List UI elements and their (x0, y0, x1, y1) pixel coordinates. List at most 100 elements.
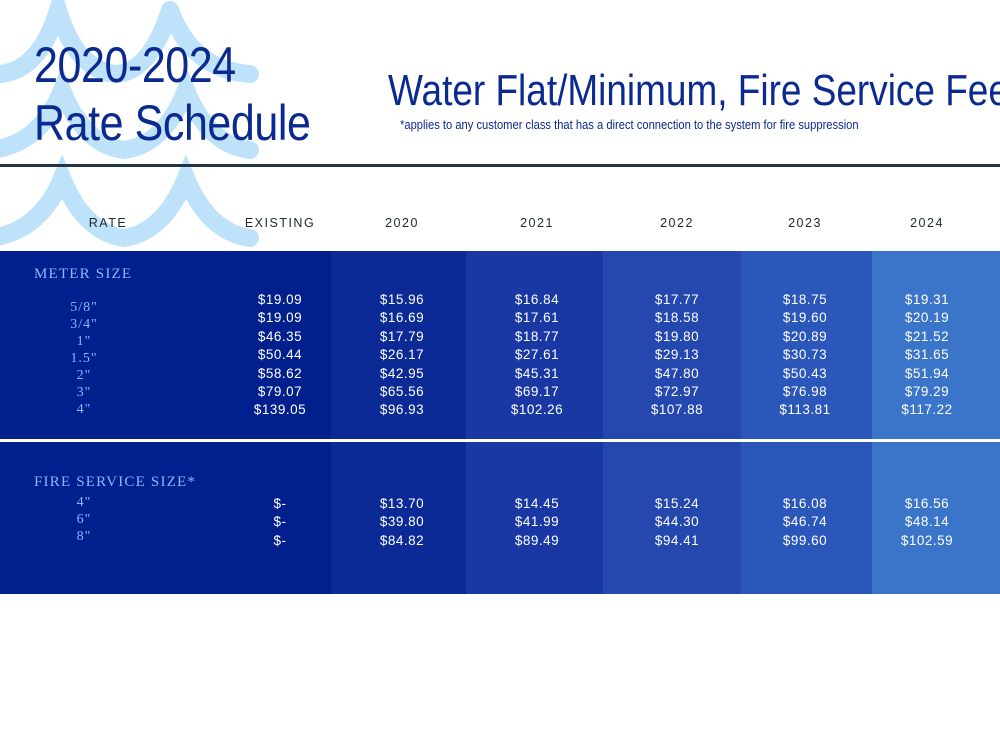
meter-rate-cell: $102.26 (510, 402, 564, 418)
meter-rate-cell: $45.31 (514, 365, 560, 381)
meter-rate-cell: $18.75 (782, 292, 828, 307)
meter-rate-cell: $47.80 (654, 365, 700, 381)
fire-rate-cell: $- (273, 514, 287, 530)
meter-size: 5/8" (70, 300, 98, 315)
meter-rate-cell: $16.69 (379, 310, 425, 326)
fire-rate-cell: $15.24 (654, 496, 700, 511)
fire-rate-cell: $- (273, 496, 287, 511)
meter-rate-cell: $69.17 (514, 383, 560, 399)
meter-size-list: 5/8" 3/4" 1" 1.5" 2" 3" 4" (34, 299, 134, 418)
meter-rate-cell: $51.94 (904, 365, 950, 381)
meter-rate-cell: $117.22 (901, 402, 953, 418)
meter-rate-cell: $42.95 (379, 365, 425, 381)
fire-column-2023: $16.08 $46.74 $99.60 (755, 495, 855, 550)
band-2021 (466, 251, 603, 594)
fire-size: 6" (76, 512, 92, 527)
meter-rate-cell: $15.96 (379, 292, 425, 307)
meter-size: 1.5" (70, 351, 98, 366)
meter-rate-cell: $113.81 (779, 402, 831, 418)
meter-rate-cell: $46.35 (257, 328, 303, 344)
fire-column-2020: $13.70 $39.80 $84.82 (352, 495, 452, 550)
meter-rate-cell: $65.56 (379, 383, 425, 399)
fire-rate-cell: $84.82 (379, 532, 425, 548)
meter-rate-cell: $21.52 (904, 328, 950, 344)
fire-rate-cell: $99.60 (782, 532, 828, 548)
meter-column-2023: $18.75 $19.60 $20.89 $30.73 $50.43 $76.98 $113… (755, 291, 855, 420)
meter-column-2024: $19.31 $20.19 $21.52 $31.65 $51.94 $79.29 $117… (877, 291, 977, 420)
meter-rate-cell: $50.44 (257, 347, 303, 363)
title-line-1: 2020-2024 (34, 37, 236, 93)
fire-rate-cell: $13.70 (379, 496, 425, 511)
page-title: 2020-2024 Rate Schedule (34, 36, 311, 152)
meter-rate-cell: $27.61 (514, 347, 560, 363)
header-existing: EXISTING (244, 216, 316, 230)
meter-rate-cell: $50.43 (782, 365, 828, 381)
fire-rate-cell: $39.80 (379, 514, 425, 530)
meter-rate-cell: $19.31 (904, 292, 950, 307)
fire-column-2024: $16.56 $48.14 $102.59 (877, 495, 977, 550)
meter-size: 1" (76, 334, 92, 349)
meter-size-label: METER SIZE (34, 266, 133, 282)
meter-rate-cell: $18.58 (654, 310, 700, 326)
meter-rate-cell: $19.60 (782, 310, 828, 326)
fire-rate-cell: $89.49 (514, 532, 560, 548)
fire-service-size-label: FIRE SERVICE SIZE* (34, 474, 197, 490)
meter-rate-cell: $17.61 (514, 310, 560, 326)
schedule-subtitle: Water Flat/Minimum, Fire Service Fee (388, 66, 1000, 115)
meter-rate-cell: $76.98 (782, 383, 828, 399)
header-rate: RATE (88, 216, 128, 230)
meter-rate-cell: $58.62 (257, 365, 303, 381)
meter-rate-cell: $29.13 (654, 347, 700, 363)
fire-rate-cell: $48.14 (904, 514, 950, 530)
band-2022 (603, 251, 741, 594)
band-2023 (741, 251, 872, 594)
meter-size: 4" (76, 402, 92, 417)
meter-column-2021: $16.84 $17.61 $18.77 $27.61 $45.31 $69.17 $102… (487, 291, 587, 420)
meter-rate-cell: $20.19 (904, 310, 950, 326)
band-existing (0, 251, 331, 594)
meter-rate-cell: $79.29 (904, 383, 950, 399)
header-2020: 2020 (385, 216, 419, 230)
fire-rate-cell: $94.41 (654, 532, 700, 548)
fire-rate-cell: $- (273, 532, 287, 548)
meter-rate-cell: $30.73 (782, 347, 828, 363)
footnote: *applies to any customer class that has … (400, 117, 859, 132)
fire-size: 4" (76, 495, 92, 510)
meter-rate-cell: $72.97 (654, 383, 700, 399)
meter-rate-cell: $79.07 (257, 383, 303, 399)
meter-rate-cell: $31.65 (904, 347, 950, 363)
header-2021: 2021 (520, 216, 554, 230)
fire-size: 8" (76, 529, 92, 544)
meter-rate-cell: $139.05 (253, 402, 307, 418)
band-2024 (872, 251, 1000, 594)
meter-rate-cell: $16.84 (514, 292, 560, 307)
fire-size-list: 4" 6" 8" (34, 494, 134, 545)
section-divider (0, 439, 1000, 442)
meter-rate-cell: $19.80 (654, 328, 700, 344)
fire-column-2022: $15.24 $44.30 $94.41 (627, 495, 727, 550)
meter-column-existing: $19.09 $19.09 $46.35 $50.44 $58.62 $79.07 $139… (230, 291, 330, 420)
meter-rate-cell: $17.77 (654, 292, 700, 307)
meter-column-2022: $17.77 $18.58 $19.80 $29.13 $47.80 $72.97 $107… (627, 291, 727, 420)
fire-rate-cell: $14.45 (514, 496, 560, 511)
meter-rate-cell: $19.09 (257, 310, 303, 326)
header-2024: 2024 (910, 216, 944, 230)
band-2020 (331, 251, 466, 594)
fire-rate-cell: $16.56 (904, 496, 950, 511)
meter-column-2020: $15.96 $16.69 $17.79 $26.17 $42.95 $65.56 $96.… (352, 291, 452, 420)
header-2022: 2022 (660, 216, 694, 230)
meter-rate-cell: $19.09 (257, 292, 303, 307)
title-line-2: Rate Schedule (34, 95, 311, 151)
fire-rate-cell: $41.99 (514, 514, 560, 530)
meter-rate-cell: $26.17 (379, 347, 425, 363)
wave-decoration (0, 0, 259, 248)
fire-rate-cell: $44.30 (654, 514, 700, 530)
meter-size: 3" (76, 385, 92, 400)
fire-rate-cell: $16.08 (782, 496, 828, 511)
header-2023: 2023 (788, 216, 822, 230)
meter-size: 2" (76, 368, 92, 383)
meter-rate-cell: $18.77 (514, 328, 560, 344)
meter-rate-cell: $107.88 (650, 402, 704, 418)
meter-size: 3/4" (70, 317, 98, 332)
fire-column-2021: $14.45 $41.99 $89.49 (487, 495, 587, 550)
